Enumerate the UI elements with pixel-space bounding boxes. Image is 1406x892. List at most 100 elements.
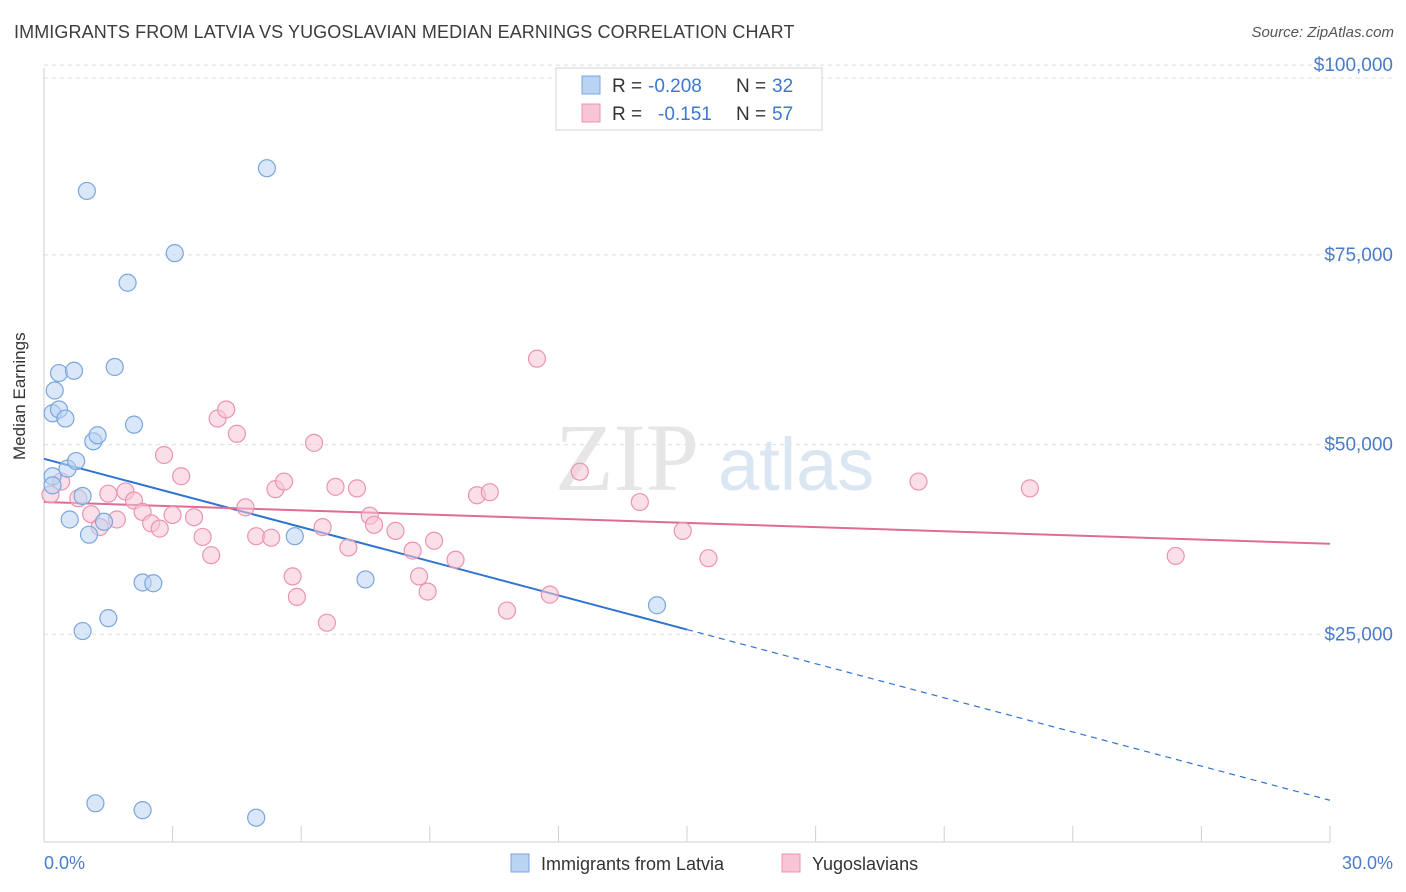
point-yugoslavians <box>403 541 422 560</box>
legend-r-label-yugoslavians: R = <box>612 104 642 125</box>
data-points <box>41 159 1185 827</box>
point-yugoslavians <box>163 505 182 525</box>
point-yugoslavians <box>527 349 547 368</box>
point-latvia <box>165 244 184 263</box>
point-latvia <box>56 409 75 428</box>
point-latvia <box>105 357 124 377</box>
point-yugoslavians <box>193 527 212 547</box>
point-yugoslavians <box>304 433 324 452</box>
point-yugoslavians <box>184 508 204 527</box>
point-yugoslavians <box>1020 479 1040 498</box>
bottom-legend-label-latvia: Immigrants from Latvia <box>541 854 725 874</box>
point-yugoslavians <box>630 492 649 512</box>
y-tick-label: $75,000 <box>1324 245 1393 266</box>
point-latvia <box>86 794 105 813</box>
point-latvia <box>73 621 92 641</box>
point-yugoslavians <box>274 472 294 491</box>
y-tick-label: $50,000 <box>1324 435 1393 456</box>
point-yugoslavians <box>480 483 499 502</box>
point-latvia <box>647 596 667 615</box>
point-yugoslavians <box>99 484 118 503</box>
point-yugoslavians <box>673 521 692 540</box>
point-yugoslavians <box>424 531 444 550</box>
point-yugoslavians <box>409 567 429 586</box>
watermark-atlas: atlas <box>718 423 874 506</box>
point-latvia <box>79 525 99 544</box>
point-latvia <box>124 415 144 434</box>
point-latvia <box>144 574 163 593</box>
point-yugoslavians <box>227 424 246 443</box>
point-yugoslavians <box>287 587 307 607</box>
point-yugoslavians <box>172 467 191 486</box>
point-yugoslavians <box>1166 546 1185 566</box>
point-latvia <box>49 363 69 383</box>
bottom-legend: Immigrants from Latvia Yugoslavians <box>510 853 918 874</box>
point-yugoslavians <box>418 582 437 601</box>
point-latvia <box>43 476 62 495</box>
point-latvia <box>45 381 64 400</box>
legend-n-label-latvia: N = <box>736 76 766 97</box>
trend-line-latvia <box>43 457 688 631</box>
x-tick-label-min: 0.0% <box>44 853 85 873</box>
bottom-legend-swatch-latvia <box>510 853 530 873</box>
point-yugoslavians <box>339 538 358 557</box>
x-tick-label-max: 30.0% <box>1342 853 1393 873</box>
point-latvia <box>133 801 152 820</box>
tick-labels: $25,000 $50,000 $75,000 $100,000 0.0% 30.0% <box>44 55 1393 873</box>
point-latvia <box>77 181 96 201</box>
point-yugoslavians <box>236 498 255 517</box>
point-yugoslavians <box>317 613 337 632</box>
point-yugoslavians <box>202 546 221 565</box>
y-tick-label: $100,000 <box>1314 55 1393 76</box>
legend-n-label-yugoslavians: N = <box>736 104 766 125</box>
bottom-legend-label-yugoslavians: Yugoslavians <box>812 854 918 874</box>
legend-box: R = -0.208 N = 32 R = -0.151 N = 57 <box>555 67 823 131</box>
point-yugoslavians <box>364 515 384 534</box>
legend-n-value-latvia: 32 <box>772 76 793 97</box>
watermark: ZIP atlas <box>555 404 874 511</box>
point-yugoslavians <box>283 567 302 586</box>
legend-r-label-latvia: R = <box>612 76 642 97</box>
y-tick-label: $25,000 <box>1324 624 1393 645</box>
point-latvia <box>356 570 375 589</box>
point-yugoslavians <box>313 517 332 537</box>
point-yugoslavians <box>347 479 367 498</box>
chart-title: IMMIGRANTS FROM LATVIA VS YUGOSLAVIAN ME… <box>14 22 795 42</box>
bottom-legend-swatch-yugoslavians <box>781 853 801 873</box>
point-latvia <box>64 361 84 380</box>
point-yugoslavians <box>497 601 517 620</box>
point-latvia <box>88 426 107 445</box>
point-yugoslavians <box>540 585 559 604</box>
legend-swatch-yugoslavians <box>581 103 601 123</box>
point-yugoslavians <box>154 445 174 465</box>
legend-n-value-yugoslavians: 57 <box>772 104 793 125</box>
point-latvia <box>73 486 92 506</box>
watermark-zip: ZIP <box>555 404 699 511</box>
point-yugoslavians <box>247 527 266 546</box>
point-yugoslavians <box>909 472 928 491</box>
point-yugoslavians <box>326 477 345 496</box>
point-yugoslavians <box>699 549 718 568</box>
trend-line-latvia-extension <box>686 628 1331 801</box>
source-label: Source: ZipAtlas.com <box>1251 24 1394 41</box>
point-latvia <box>60 510 79 529</box>
legend-r-value-latvia: -0.208 <box>648 76 702 97</box>
axes <box>43 68 1331 843</box>
point-yugoslavians <box>150 519 169 538</box>
point-latvia <box>285 527 304 546</box>
point-yugoslavians <box>446 550 465 569</box>
point-yugoslavians <box>262 528 281 547</box>
point-yugoslavians <box>570 462 589 481</box>
point-yugoslavians <box>217 400 236 419</box>
point-yugoslavians <box>386 521 405 540</box>
legend-swatch-latvia <box>581 75 601 95</box>
point-latvia <box>257 159 277 178</box>
legend-r-value-yugoslavians: -0.151 <box>658 104 712 125</box>
grid-lines <box>44 64 1392 635</box>
point-latvia <box>247 808 266 827</box>
point-latvia <box>118 273 137 292</box>
point-latvia <box>67 451 86 471</box>
point-latvia <box>94 512 114 531</box>
point-latvia <box>99 609 118 628</box>
